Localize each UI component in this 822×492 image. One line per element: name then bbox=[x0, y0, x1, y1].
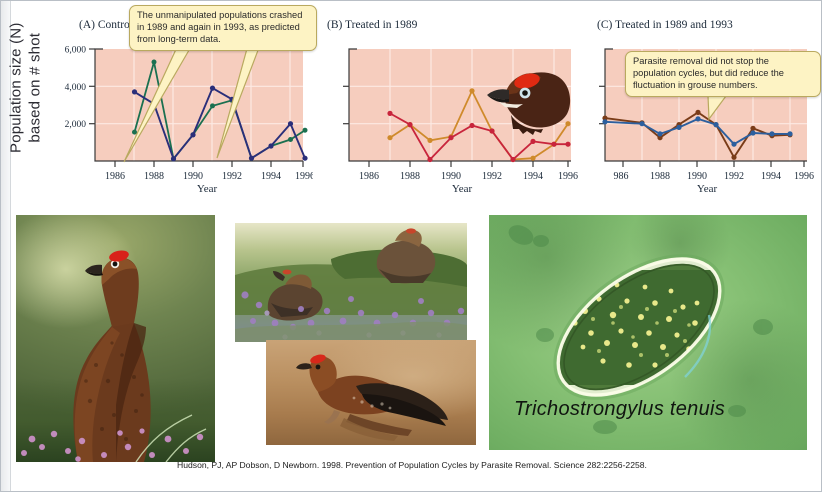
panel-a-xlabel: Year bbox=[196, 183, 218, 195]
callout-panel-a: The unmanipulated populations crashed in… bbox=[129, 5, 317, 52]
svg-text:1990: 1990 bbox=[183, 171, 203, 182]
panel-b-grouse-head-icon bbox=[487, 72, 571, 135]
figure-row: Population size (N) based on # shot (A) … bbox=[1, 1, 821, 206]
panel-c-title: (C) Treated in 1989 and 1993 bbox=[597, 19, 733, 31]
panel-a-axes bbox=[89, 48, 304, 167]
svg-text:1996: 1996 bbox=[794, 171, 814, 182]
panel-c-series-blue bbox=[602, 116, 793, 147]
svg-text:1994: 1994 bbox=[261, 171, 281, 182]
svg-text:986: 986 bbox=[614, 171, 629, 182]
photo-grouse-flying bbox=[266, 340, 476, 445]
y-axis-label-line1: Population size (N) bbox=[7, 22, 25, 154]
callout-panel-c: Parasite removal did not stop the popula… bbox=[625, 51, 821, 98]
panel-b: (B) Treated in 1989 bbox=[327, 1, 587, 206]
nematode-caption: Trichostrongylus tenuis bbox=[514, 398, 726, 420]
svg-text:1986: 1986 bbox=[105, 171, 125, 182]
svg-text:1994: 1994 bbox=[761, 171, 781, 182]
photo-grouse-standing bbox=[16, 215, 215, 462]
panel-c-axes bbox=[599, 48, 807, 167]
panel-b-series-crimson bbox=[387, 110, 571, 163]
svg-text:2,000: 2,000 bbox=[65, 120, 87, 130]
svg-text:1996: 1996 bbox=[295, 171, 313, 182]
svg-text:4,000: 4,000 bbox=[65, 83, 87, 93]
photo-nematode-egg: Trichostrongylus tenuis bbox=[489, 215, 807, 450]
y-axis-label-line2: based on # shot bbox=[26, 32, 43, 143]
panel-b-axes bbox=[343, 48, 571, 167]
panel-a-title: (A) Controls bbox=[79, 19, 138, 31]
panel-a-svg: 6,000 4,000 2,000 1986 1988 1990 1992 19… bbox=[65, 46, 313, 183]
heather-foreground bbox=[21, 414, 207, 462]
photo-grouse-pair bbox=[235, 223, 467, 342]
panel-b-plot: 1986 1988 1990 1992 1994 1996 bbox=[327, 41, 583, 186]
panel-c-xticklabels: 986 1988 1990 1992 1994 1996 bbox=[614, 171, 815, 182]
svg-text:1992: 1992 bbox=[482, 171, 502, 182]
panel-b-xticklabels: 1986 1988 1990 1992 1994 1996 bbox=[359, 171, 578, 182]
svg-text:1988: 1988 bbox=[400, 171, 420, 182]
panel-b-svg: 1986 1988 1990 1992 1994 1996 bbox=[343, 48, 578, 182]
panel-a-xticklabels: 1986 1988 1990 1992 1994 1996 bbox=[105, 171, 313, 182]
panel-b-xlabel: Year bbox=[451, 183, 473, 195]
svg-text:1994: 1994 bbox=[523, 171, 543, 182]
svg-text:1988: 1988 bbox=[650, 171, 670, 182]
panel-c-xlabel: Year bbox=[696, 183, 718, 195]
grouse-red-wattle bbox=[109, 250, 129, 262]
svg-text:1990: 1990 bbox=[441, 171, 461, 182]
svg-text:1990: 1990 bbox=[687, 171, 707, 182]
svg-text:1992: 1992 bbox=[724, 171, 744, 182]
panel-b-title: (B) Treated in 1989 bbox=[327, 19, 418, 31]
panel-a-yticklabels: 6,000 4,000 2,000 bbox=[65, 46, 87, 131]
grouse-beak bbox=[85, 264, 102, 274]
svg-text:1986: 1986 bbox=[359, 171, 379, 182]
svg-text:6,000: 6,000 bbox=[65, 46, 87, 56]
citation-text: Hudson, PJ, AP Dobson, D Newborn. 1998. … bbox=[177, 460, 647, 470]
svg-text:1996: 1996 bbox=[558, 171, 578, 182]
panel-c: (C) Treated in 1989 and 1993 bbox=[597, 1, 821, 206]
svg-text:1988: 1988 bbox=[144, 171, 164, 182]
y-axis-label: Population size (N) based on # shot bbox=[7, 3, 45, 173]
panel-a-plot: 6,000 4,000 2,000 1986 1988 1990 1992 19… bbox=[57, 41, 313, 186]
svg-text:1992: 1992 bbox=[222, 171, 242, 182]
